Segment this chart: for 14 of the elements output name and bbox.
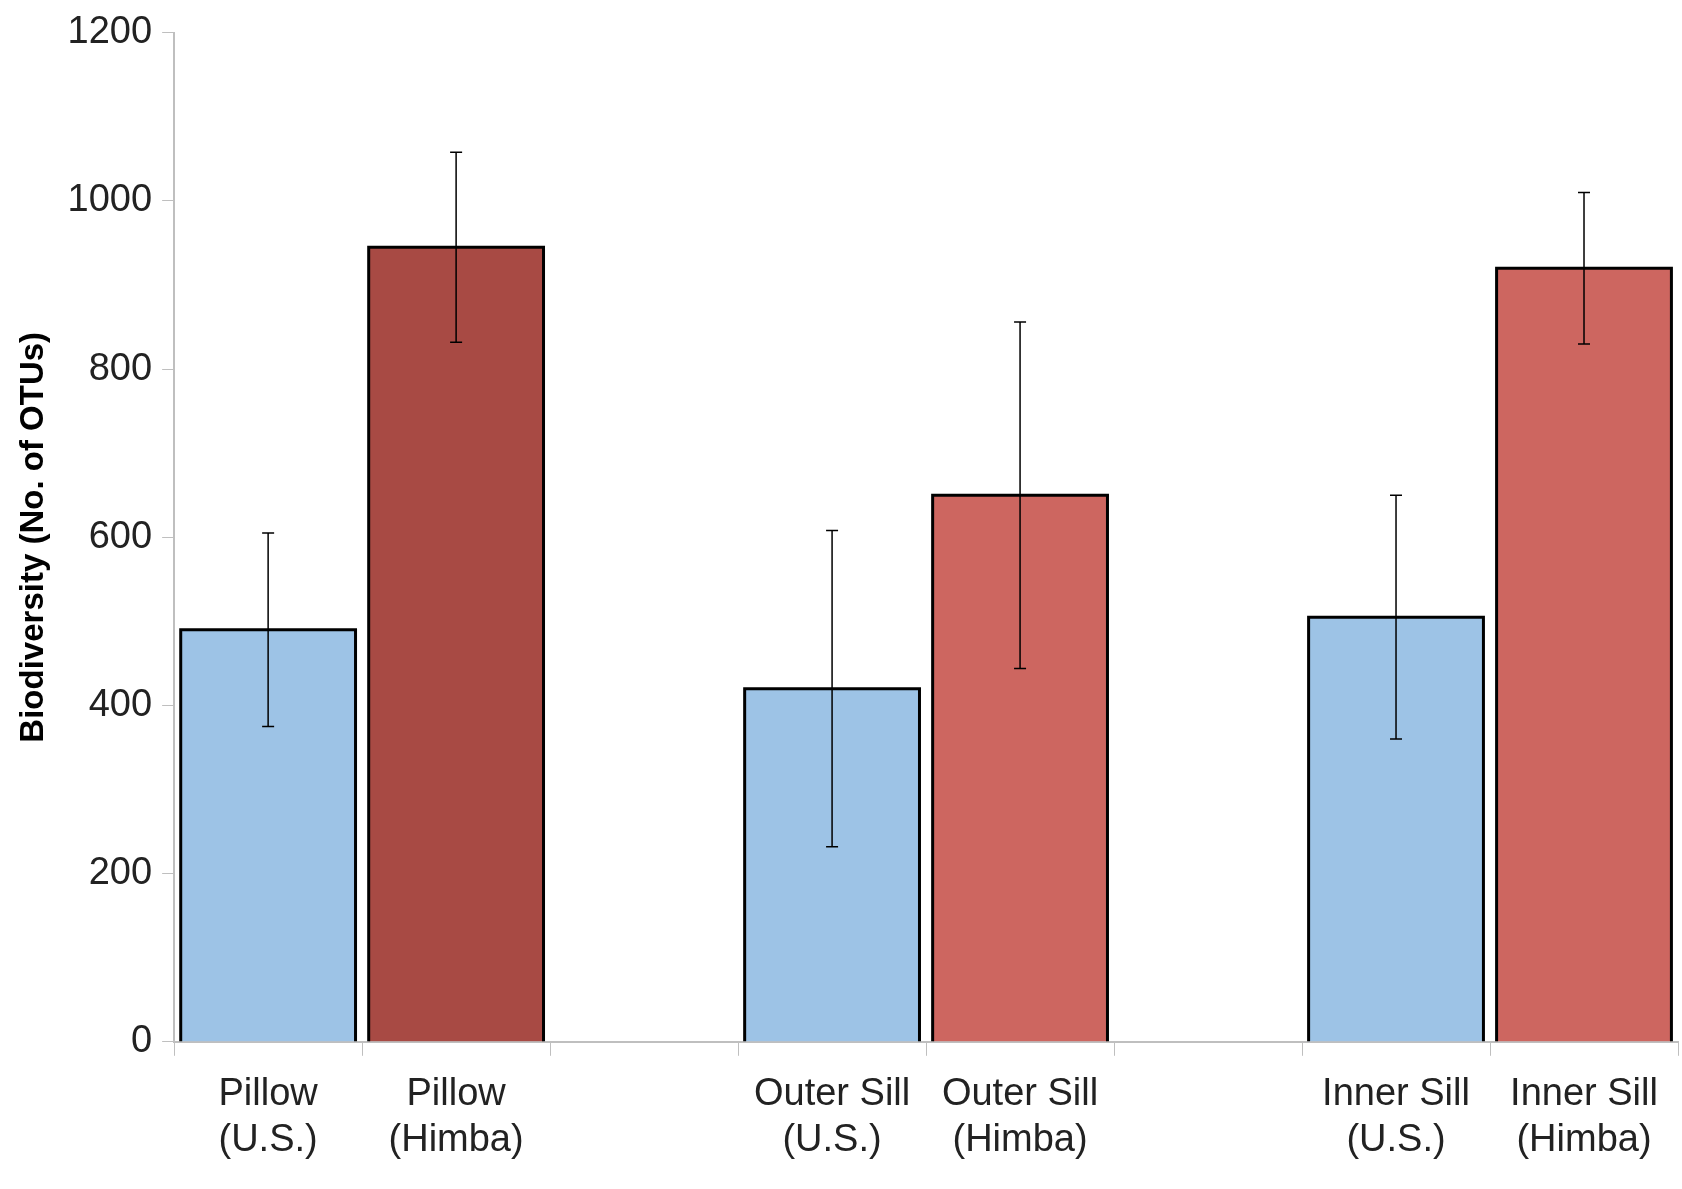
y-tick-label: 800 <box>88 345 153 388</box>
y-tick-label: 200 <box>88 850 153 893</box>
x-tick-label: Pillow (Himba) <box>388 1071 524 1159</box>
x-tick-label: Outer Sill (Himba) <box>941 1071 1099 1159</box>
x-tick-label: Inner Sill (Himba) <box>1510 1071 1658 1159</box>
y-tick-label: 400 <box>88 681 153 724</box>
x-tick-label: Outer Sill (U.S.) <box>753 1071 911 1159</box>
y-axis-title: Biodiversity (No. of OTUs) <box>12 331 50 743</box>
y-tick-label: 1000 <box>67 177 153 220</box>
x-tick-label: Pillow (U.S.) <box>218 1071 319 1159</box>
x-tick-label: Inner Sill (U.S.) <box>1322 1071 1470 1159</box>
y-tick-label: 1200 <box>67 9 153 52</box>
y-tick-label: 600 <box>88 513 153 556</box>
y-tick-label: 0 <box>130 1018 153 1061</box>
